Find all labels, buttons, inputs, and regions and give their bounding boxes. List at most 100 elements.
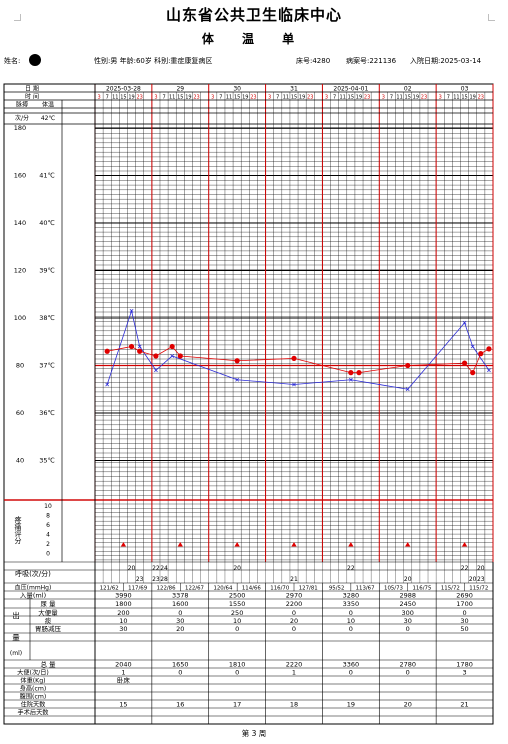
bottom-row-value: 21 bbox=[460, 701, 468, 709]
temperature-point bbox=[405, 362, 411, 369]
table-border bbox=[3, 83, 494, 725]
total-value: 1810 bbox=[229, 661, 246, 669]
hour-cell: 3 bbox=[439, 95, 442, 101]
resp-value: 22 bbox=[347, 565, 355, 572]
resp-value: 28 bbox=[160, 576, 168, 583]
output-value: 1800 bbox=[115, 600, 132, 608]
hour-cell: 11 bbox=[169, 95, 175, 101]
hour-cell: 7 bbox=[219, 95, 222, 101]
pain-scale-tick: 4 bbox=[46, 532, 50, 539]
temperature-point bbox=[291, 355, 297, 361]
temp-scale-tick: 38℃ bbox=[39, 314, 55, 322]
temp-scale-tick: 41℃ bbox=[39, 172, 55, 180]
intake-label: 入量(ml) bbox=[20, 592, 46, 600]
bottom-row-label: 腹围(cm) bbox=[20, 693, 47, 701]
temperature-point bbox=[177, 353, 183, 359]
bottom-row-value: 3 bbox=[463, 669, 467, 677]
output-unit: (ml) bbox=[10, 650, 22, 657]
temperature-point bbox=[348, 370, 354, 376]
output-value: 30 bbox=[404, 617, 412, 625]
resp-value: 23 bbox=[152, 576, 160, 583]
hour-cell: 15 bbox=[348, 95, 354, 101]
resp-value: 20 bbox=[404, 576, 412, 583]
sheet-title: 体 温 单 bbox=[201, 32, 307, 46]
hour-cell: 11 bbox=[283, 95, 289, 101]
hour-cell: 11 bbox=[226, 95, 232, 101]
output-value: 0 bbox=[406, 625, 410, 633]
hour-cell: 11 bbox=[112, 95, 118, 101]
hour-cell: 3 bbox=[325, 95, 328, 101]
intake-value: 2690 bbox=[456, 592, 473, 600]
bp-value: 115/72 bbox=[469, 586, 488, 592]
hour-cell: 15 bbox=[177, 95, 183, 101]
hour-cell: 19 bbox=[185, 95, 191, 101]
hour-cell: 19 bbox=[242, 95, 248, 101]
date-label: 日 期 bbox=[25, 85, 39, 93]
hour-cell: 15 bbox=[234, 95, 240, 101]
pain-scale-tick: 8 bbox=[46, 513, 50, 520]
pain-scale-tick: 0 bbox=[46, 551, 50, 558]
temp-scale-tick: 36℃ bbox=[39, 409, 55, 417]
bottom-row-value: 16 bbox=[176, 701, 184, 709]
total-value: 3360 bbox=[343, 661, 360, 669]
hour-cell: 3 bbox=[268, 95, 271, 101]
bottom-row-value: 0 bbox=[406, 669, 410, 677]
pain-score-mark bbox=[234, 542, 240, 547]
resp-value: 24 bbox=[160, 565, 168, 572]
pulse-label: 脉搏 bbox=[16, 101, 28, 109]
output-item-label: 胃肠减压 bbox=[35, 624, 62, 633]
temp-scale-tick: 35℃ bbox=[39, 457, 55, 465]
bottom-row-label: 住院天数 bbox=[21, 701, 47, 709]
temperature-point bbox=[486, 346, 492, 352]
admit-date: 入院日期:2025-03-14 bbox=[410, 57, 482, 65]
output-value: 30 bbox=[460, 617, 468, 625]
resp-value: 20 bbox=[233, 565, 241, 572]
crop-mark bbox=[14, 14, 21, 21]
hour-cell: 3 bbox=[211, 95, 214, 101]
temperature-point bbox=[104, 348, 110, 354]
bottom-row-value: 1 bbox=[292, 669, 296, 677]
record-number: 病案号:221136 bbox=[346, 57, 397, 65]
hour-cell: 7 bbox=[447, 95, 450, 101]
temperature-point bbox=[461, 360, 468, 366]
total-label: 总 量 bbox=[40, 660, 56, 669]
hour-cell: 23 bbox=[193, 95, 199, 101]
hour-cell: 7 bbox=[276, 95, 279, 101]
resp-label: 呼吸(次/分) bbox=[15, 569, 51, 578]
resp-value: 20 bbox=[469, 576, 477, 583]
output-value: 1550 bbox=[229, 600, 246, 608]
temperature-point bbox=[137, 348, 143, 354]
hour-cell: 11 bbox=[396, 95, 402, 101]
output-value: 0 bbox=[292, 625, 296, 633]
output-value: 1600 bbox=[172, 600, 189, 608]
hour-cell: 19 bbox=[470, 95, 476, 101]
output-value: 20 bbox=[176, 625, 184, 633]
pulse-point bbox=[462, 320, 467, 325]
date-cell: 02 bbox=[404, 86, 412, 93]
patient-demographics: 性别:男 年龄:60岁 科别:重症康复病区 bbox=[94, 57, 213, 65]
pulse-point bbox=[105, 382, 110, 387]
output-label-top: 出 bbox=[12, 610, 20, 620]
output-value: 3350 bbox=[343, 600, 360, 608]
output-value: 0 bbox=[178, 609, 182, 617]
pulse-unit-label: 次/分 bbox=[15, 114, 29, 122]
resp-value: 23 bbox=[136, 576, 144, 583]
output-label-bottom: 量 bbox=[12, 633, 20, 642]
bp-value: 116/75 bbox=[412, 586, 431, 592]
date-cell: 29 bbox=[176, 86, 184, 93]
pulse-series-line bbox=[106, 309, 490, 390]
bottom-row-label: 手术后天数 bbox=[18, 709, 50, 717]
output-value: 0 bbox=[349, 609, 353, 617]
bottom-row-label: 身高(cm) bbox=[20, 685, 47, 693]
temp-scale-tick: 40℃ bbox=[39, 219, 55, 227]
total-value: 1650 bbox=[172, 661, 189, 669]
hour-cell: 23 bbox=[250, 95, 256, 101]
bottom-row-value: 0 bbox=[235, 669, 239, 677]
output-item-label: 尿 量 bbox=[40, 600, 56, 608]
temp-scale-tick: 37℃ bbox=[39, 362, 55, 370]
temperature-point bbox=[356, 370, 362, 376]
bottom-row-value: 19 bbox=[347, 701, 355, 709]
bp-value: 117/69 bbox=[128, 586, 148, 592]
